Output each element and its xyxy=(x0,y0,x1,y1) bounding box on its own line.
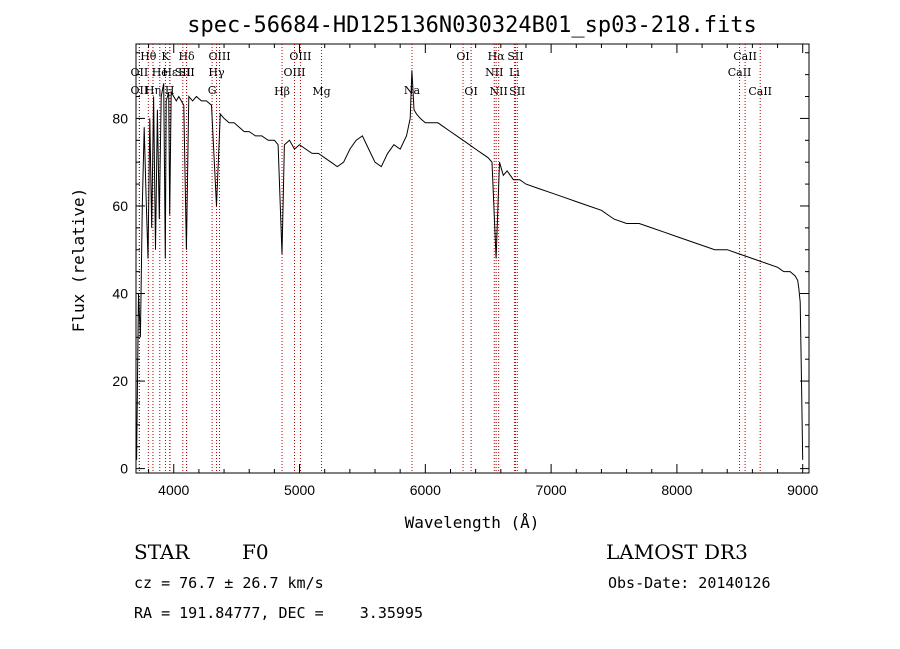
spectral-line-label: Hε xyxy=(162,66,178,79)
spectral-line-label: Hα xyxy=(488,50,506,63)
x-tick-label: 9000 xyxy=(787,482,818,498)
spectral-line-label: OIII xyxy=(283,66,305,79)
y-axis-ticks: 0 20 40 60 80 xyxy=(112,52,809,477)
chart-title: spec-56684-HD125136N030324B01_sp03-218.f… xyxy=(187,13,757,38)
spectral-line-label: SII xyxy=(507,50,523,63)
spectral-line-label: CaII xyxy=(728,66,752,79)
spectral-line-label: NII xyxy=(485,66,503,79)
x-axis-ticks: 4000 5000 6000 7000 8000 9000 xyxy=(148,44,818,498)
y-axis-label: Flux (relative) xyxy=(69,188,88,333)
spectral-line-label: He xyxy=(152,66,168,79)
spectral-line-markers: OIIOIIHθHηHeKHHεSIIHδSIIGOIIIHγHβOIIIOII… xyxy=(131,44,772,473)
coordinates: RA = 191.84777, DEC = 3.35995 xyxy=(134,604,423,622)
spectral-line-label: NII xyxy=(490,85,508,98)
redshift-cz: cz = 76.7 ± 26.7 km/s xyxy=(134,574,324,592)
spectral-line-label: Mg xyxy=(312,85,330,98)
spectral-line-label: OIII xyxy=(208,50,230,63)
spectral-line-label: SII xyxy=(509,85,525,98)
plot-area: OIIOIIHθHηHeKHHεSIIHδSIIGOIIIHγHβOIIIOII… xyxy=(112,43,818,498)
spectral-line-label: SII xyxy=(175,66,191,79)
spectral-line-label: Hγ xyxy=(208,66,225,79)
spectral-line-label: OIII xyxy=(289,50,311,63)
spectral-line-label: CaII xyxy=(733,50,757,63)
spectral-line-label: OI xyxy=(464,85,477,98)
observation-date: Obs-Date: 20140126 xyxy=(608,574,771,592)
spectral-line-label: CaII xyxy=(748,85,772,98)
spectral-line-label: OII xyxy=(131,66,149,79)
spectral-line-label: Hθ xyxy=(140,50,157,63)
x-axis-label: Wavelength (Å) xyxy=(405,513,540,532)
x-tick-label: 8000 xyxy=(661,482,692,498)
x-tick-label: 5000 xyxy=(284,482,315,498)
spectrum-line xyxy=(136,70,804,460)
spectral-line-label: K xyxy=(161,50,170,63)
spectral-line-label: OII xyxy=(131,84,149,97)
spectral-line-label: Na xyxy=(404,84,421,97)
x-tick-label: 4000 xyxy=(158,482,189,498)
plot-frame xyxy=(135,43,810,474)
y-tick-label: 20 xyxy=(112,373,128,389)
y-tick-label: 80 xyxy=(112,110,128,126)
x-tick-label: 6000 xyxy=(410,482,441,498)
object-class: STAR xyxy=(134,540,190,564)
survey-name: LAMOST DR3 xyxy=(606,540,748,564)
object-subclass: F0 xyxy=(242,540,269,564)
x-tick-label: 7000 xyxy=(536,482,567,498)
spectral-line-label: Hβ xyxy=(274,85,290,98)
y-tick-label: 40 xyxy=(112,286,128,302)
spectral-line-label: Li xyxy=(509,66,520,79)
spectral-line-label: G xyxy=(208,84,217,97)
spectral-line-label: SII xyxy=(178,66,194,79)
spectral-line-label: OI xyxy=(456,50,469,63)
y-tick-label: 60 xyxy=(112,198,128,214)
y-tick-label: 0 xyxy=(120,461,128,477)
spectral-line-label: H xyxy=(165,84,175,97)
spectral-line-label: Hη xyxy=(145,84,161,97)
